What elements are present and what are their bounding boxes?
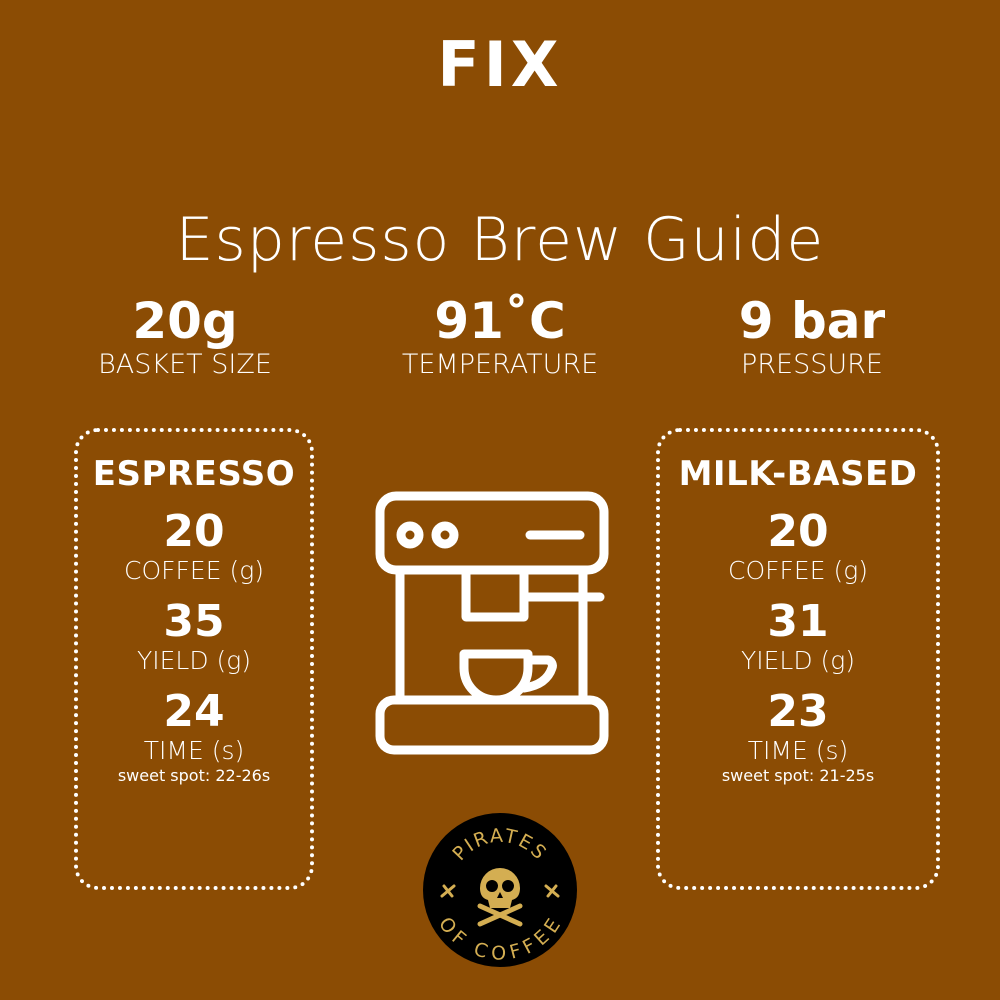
yield-label: YIELD (g) (740, 646, 856, 675)
stat-label: TEMPERATURE (401, 349, 599, 380)
stat-value: 9 bar (738, 292, 886, 350)
stat-value: 91˚C (434, 292, 566, 350)
coffee-label: COFFEE (g) (124, 556, 264, 585)
yield-value: 35 (163, 596, 225, 647)
coffee-value: 20 (767, 506, 829, 557)
card-title: ESPRESSO (92, 454, 296, 494)
card-title: MILK-BASED (678, 454, 918, 494)
milk-card: MILK-BASED 20 COFFEE (g) 31 YIELD (g) 23… (656, 428, 940, 890)
fix-heading: FIX (437, 28, 563, 101)
sweet-spot: sweet spot: 22-26s (117, 766, 271, 785)
coffee-label: COFFEE (g) (728, 556, 868, 585)
espresso-card: ESPRESSO 20 COFFEE (g) 35 YIELD (g) 24 T… (74, 428, 314, 890)
stat-temperature: 91˚C TEMPERATURE (350, 293, 650, 381)
time-label: TIME (s) (747, 736, 849, 765)
stat-pressure: 9 bar PRESSURE (662, 293, 962, 381)
time-value: 24 (163, 686, 225, 737)
yield-value: 31 (767, 596, 829, 647)
stat-value: 20g (132, 292, 238, 350)
yield-label: YIELD (g) (136, 646, 252, 675)
coffee-value: 20 (163, 506, 225, 557)
pirates-of-coffee-logo: PIRATES OF COFFEE (423, 813, 577, 967)
time-label: TIME (s) (143, 736, 245, 765)
time-value: 23 (767, 686, 829, 737)
stat-label: PRESSURE (741, 349, 883, 380)
skull-crossbones-icon (440, 868, 560, 927)
sweet-spot: sweet spot: 21-25s (721, 766, 875, 785)
page-title: Espresso Brew Guide (175, 205, 825, 275)
stat-label: BASKET SIZE (98, 349, 272, 380)
stat-basket: 20g BASKET SIZE (35, 293, 335, 381)
